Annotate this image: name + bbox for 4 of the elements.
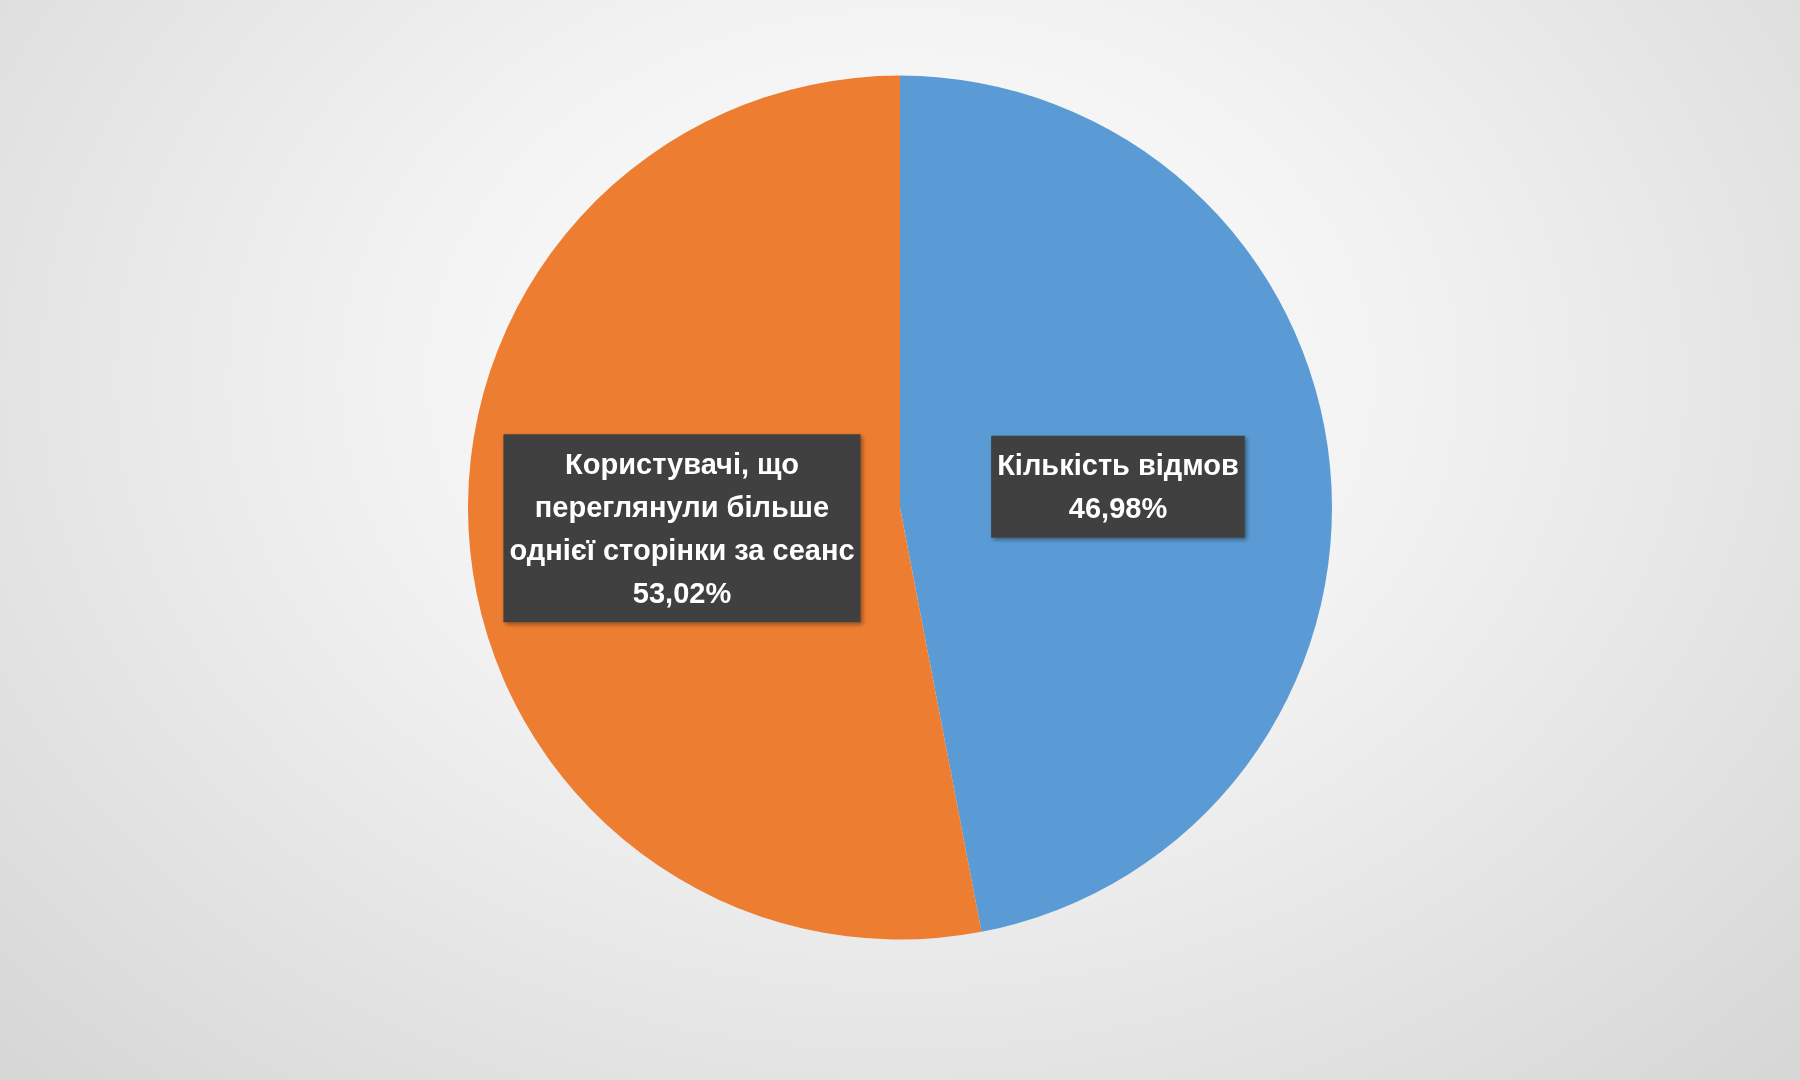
slice-label: Кількість відмов xyxy=(997,449,1239,482)
data-label: 46,98% xyxy=(1068,492,1168,525)
data-label: 53,02% xyxy=(632,576,732,609)
slice-label: Користувачі, що переглянули більше однієї сторінки за сеанс xyxy=(509,447,855,566)
